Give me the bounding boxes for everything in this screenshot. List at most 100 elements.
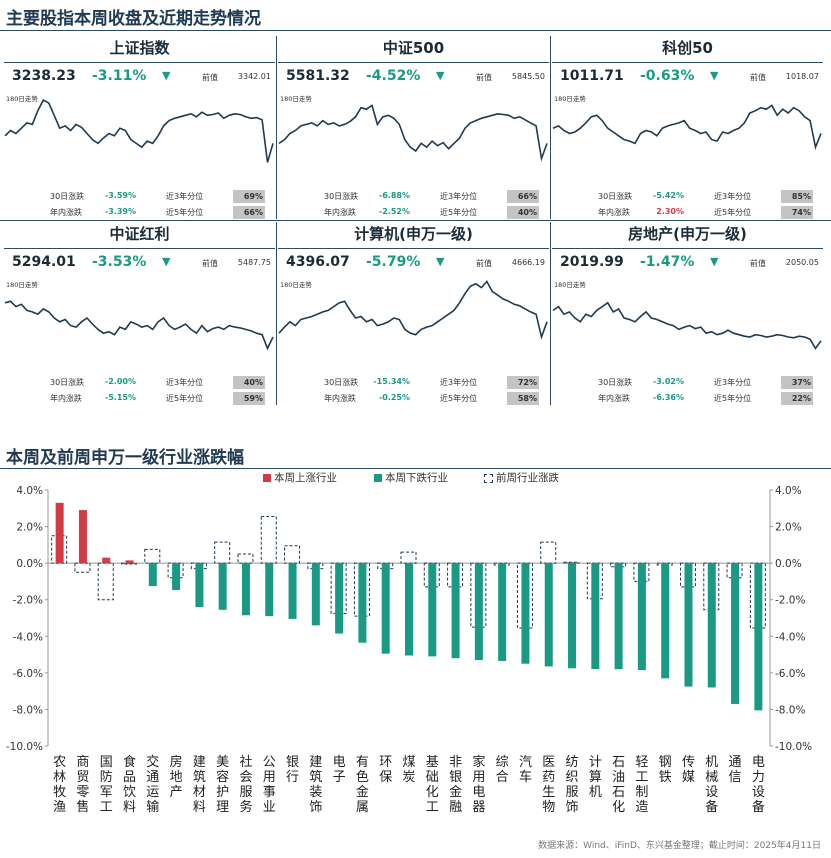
category-label: 筑 [309, 769, 322, 785]
this-week-bar [405, 563, 413, 656]
category-label: 生 [542, 785, 555, 800]
ytd-value: -0.25% [378, 393, 410, 402]
prev-value: 1018.07 [785, 72, 819, 81]
category-label: 有 [356, 755, 369, 770]
category-label: 石 [612, 785, 625, 800]
ytd-label: 年内涨跌 [324, 208, 356, 217]
trend-label: 180日走势 [6, 281, 38, 289]
y-tick-label: -8.0% [775, 704, 805, 716]
category-label: 饰 [566, 800, 579, 815]
category-label: 媒 [682, 770, 695, 785]
index-name: 房地产(申万一级) [552, 222, 823, 249]
prev-week-bar [74, 562, 91, 573]
prev-week-bar [97, 562, 114, 601]
category-label: 行 [286, 770, 299, 785]
category-label: 非 [449, 755, 462, 770]
category-label: 建 [193, 755, 206, 770]
index-panel: 计算机(申万一级) 4396.07 -5.79% ▼ 前值 4666.19 180日走势 30… [278, 222, 549, 405]
this-week-bar [568, 563, 577, 669]
prev-label: 前值 [202, 259, 218, 268]
prev-label: 前值 [476, 73, 492, 82]
section-title-indices: 主要股指本周收盘及近期走势情况 [6, 9, 261, 29]
sparkline [4, 300, 274, 351]
trend-label: 180日走势 [554, 95, 586, 103]
down-arrow-icon: ▼ [162, 255, 171, 268]
y-tick-label: -10.0% [775, 741, 812, 753]
this-week-bar [288, 563, 297, 619]
category-label: 金 [449, 784, 462, 800]
sparkline-path [4, 99, 274, 163]
sparkline-path [552, 104, 822, 150]
category-label: 筑 [193, 769, 206, 785]
category-label: 家 [472, 754, 485, 770]
p5-value: 22% [781, 392, 813, 405]
index-panel: 中证500 5581.32 -4.52% ▼ 前值 5845.50 180日走势 30日涨跌 -… [278, 36, 549, 219]
sparkline-path [278, 280, 548, 340]
y-tick-label: -4.0% [13, 631, 43, 643]
p5-value: 59% [233, 392, 265, 405]
index-name: 上证指数 [4, 36, 275, 63]
index-value: 1011.71 [560, 68, 624, 84]
this-week-bar [428, 563, 437, 657]
ytd-value: -2.52% [378, 207, 410, 216]
d30-value: -6.88% [378, 191, 410, 200]
y-tick-label: -10.0% [6, 741, 43, 753]
category-label: 业 [263, 800, 276, 815]
category-label: 保 [379, 770, 392, 785]
category-label: 地 [170, 770, 183, 785]
prev-week-bar [540, 541, 557, 564]
category-label: 食 [123, 754, 136, 770]
category-label: 事 [263, 785, 276, 800]
y-tick-label: 0.0% [16, 558, 43, 570]
category-label: 汽 [519, 755, 532, 770]
y-tick-label: 4.0% [16, 485, 43, 497]
this-week-bar [731, 563, 740, 704]
legend-prev: 前周行业涨跌 [484, 470, 559, 485]
p3-value: 40% [233, 376, 265, 389]
category-label: 用 [263, 770, 276, 785]
category-label: 车 [519, 769, 532, 785]
p3-value: 37% [781, 376, 813, 389]
legend-up: 本周上涨行业 [263, 470, 337, 485]
this-week-bar [125, 560, 134, 564]
section-title-industries: 本周及前周申万一级行业涨跌幅 [6, 448, 244, 468]
p3-label: 近3年分位 [714, 378, 752, 387]
sparkline [278, 104, 548, 162]
index-change: -4.52% [366, 68, 421, 84]
p3-value: 69% [233, 190, 265, 203]
category-label: 物 [542, 800, 555, 815]
category-label: 药 [542, 770, 555, 785]
category-label: 服 [566, 785, 579, 800]
category-label: 饮 [123, 785, 136, 800]
prev-label: 前值 [750, 259, 766, 268]
category-label: 设 [705, 785, 718, 800]
panel-divider [276, 222, 277, 405]
d30-label: 30日涨跌 [324, 378, 359, 387]
p3-label: 近3年分位 [714, 192, 752, 201]
ytd-value: -6.36% [652, 393, 684, 402]
category-label: 售 [76, 799, 89, 815]
category-label: 础 [426, 770, 439, 785]
down-arrow-icon: ▼ [162, 69, 171, 82]
prev-label: 前值 [202, 73, 218, 82]
p3-label: 近3年分位 [440, 192, 478, 201]
sparkline-path [552, 301, 822, 350]
ytd-value: -3.39% [104, 207, 136, 216]
category-label: 务 [239, 799, 252, 815]
y-tick-label: 2.0% [16, 522, 43, 534]
d30-value: -5.42% [652, 191, 684, 200]
category-label: 料 [123, 800, 136, 815]
source-note: 数据来源：Wind、iFinD、东兴基金整理；截止时间：2025年4月11日 [538, 841, 821, 851]
prev-value: 2050.05 [785, 258, 819, 267]
category-label: 化 [612, 800, 625, 815]
p5-label: 近5年分位 [440, 208, 478, 217]
category-label: 电 [333, 755, 346, 770]
category-label: 械 [705, 770, 718, 785]
index-panel: 房地产(申万一级) 2019.99 -1.47% ▼ 前值 2050.05 180日走势 30… [552, 222, 823, 405]
category-label: 备 [705, 799, 718, 815]
prev-week-bar [284, 545, 301, 564]
down-arrow-icon: ▼ [436, 255, 445, 268]
d30-label: 30日涨跌 [598, 378, 633, 387]
category-label: 油 [612, 770, 625, 785]
y-tick-label: -6.0% [775, 668, 805, 680]
